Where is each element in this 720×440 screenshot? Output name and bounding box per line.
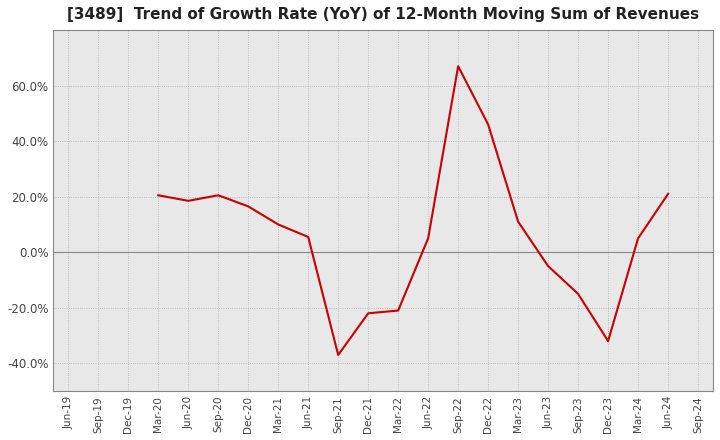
Title: [3489]  Trend of Growth Rate (YoY) of 12-Month Moving Sum of Revenues: [3489] Trend of Growth Rate (YoY) of 12-… bbox=[67, 7, 699, 22]
